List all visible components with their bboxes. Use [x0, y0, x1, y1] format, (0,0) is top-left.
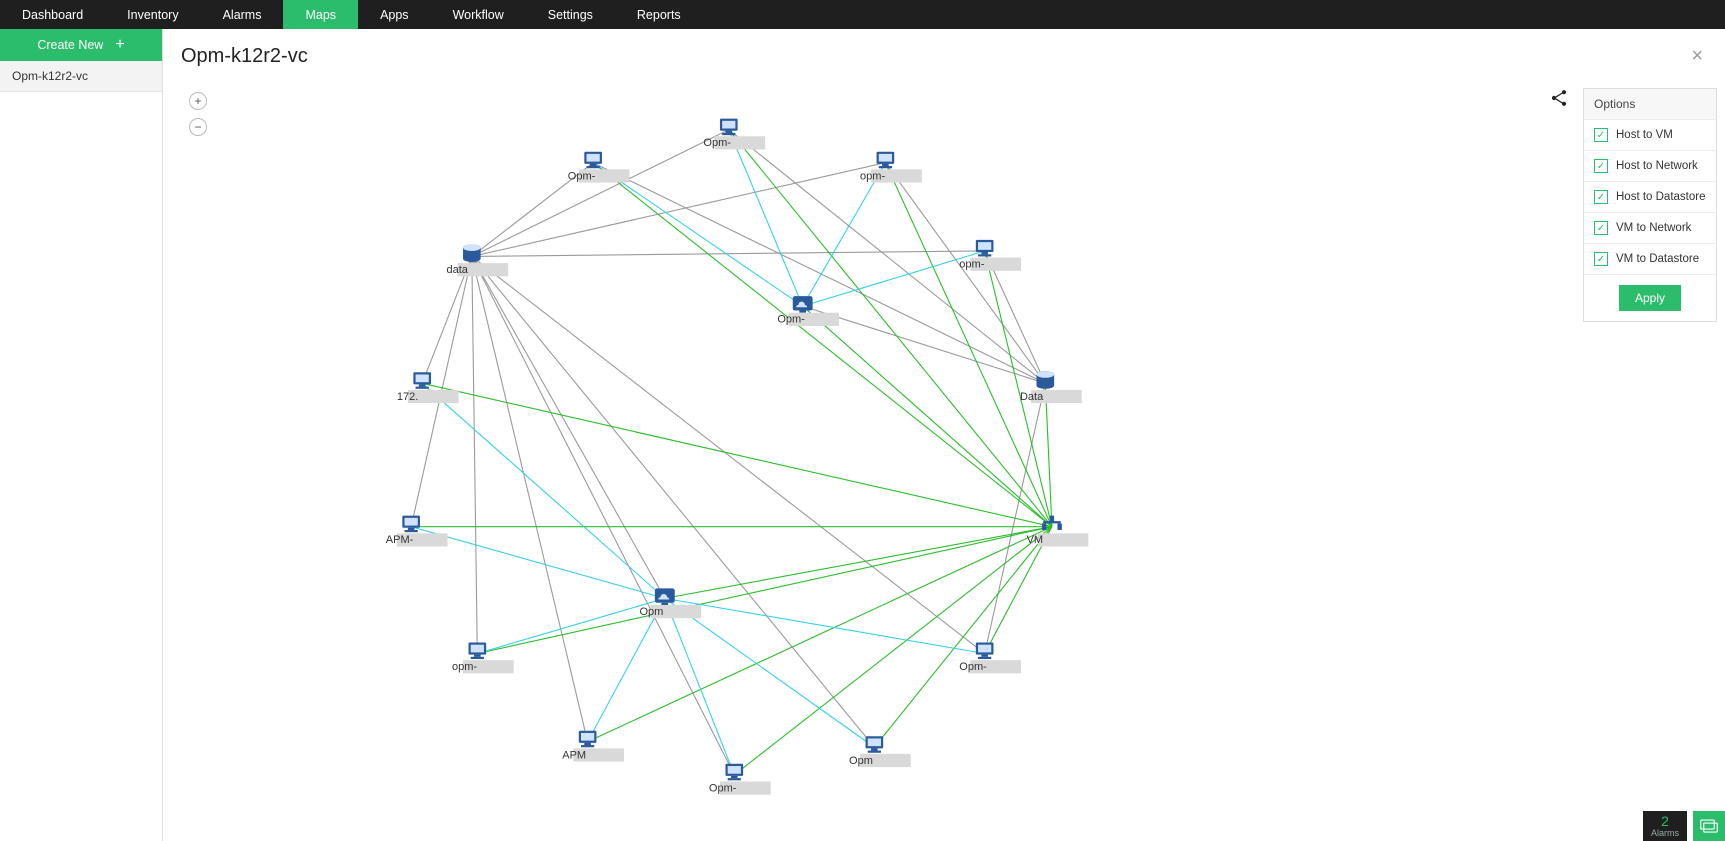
- node-label: Opm-: [709, 782, 737, 794]
- edge: [593, 163, 1052, 527]
- checkbox-icon: ✓: [1594, 159, 1608, 173]
- footer-widgets: 2 Alarms: [1643, 811, 1725, 841]
- node-label: data: [446, 264, 468, 276]
- map-canvas[interactable]: + − Options ✓Host to VM✓Host to Network✓…: [163, 80, 1725, 841]
- node-network[interactable]: VM: [1027, 516, 1089, 547]
- alarm-label: Alarms: [1651, 828, 1679, 838]
- node-host[interactable]: Opm-: [709, 764, 771, 795]
- edge: [665, 598, 734, 774]
- share-icon[interactable]: [1549, 88, 1569, 111]
- option-vm-to-datastore[interactable]: ✓ VM to Datastore: [1584, 243, 1716, 274]
- node-label: VM: [1027, 534, 1044, 546]
- edge: [885, 163, 1045, 384]
- option-host-to-datastore[interactable]: ✓ Host to Datastore: [1584, 181, 1716, 212]
- content: Opm-k12r2-vc × + − Options ✓ Host to VM ✓ H…: [163, 29, 1725, 841]
- alarm-badge[interactable]: 2 Alarms: [1643, 811, 1687, 841]
- node-host[interactable]: Opm: [849, 736, 911, 767]
- node-label: Opm: [639, 606, 663, 618]
- node-datastore[interactable]: data: [446, 244, 508, 276]
- help-button[interactable]: [1693, 811, 1725, 841]
- node-host[interactable]: 172.: [397, 372, 459, 403]
- edge: [588, 527, 1052, 742]
- node-label: 172.: [397, 391, 418, 403]
- nav-tab-dashboard[interactable]: Dashboard: [0, 0, 105, 29]
- edge: [472, 256, 665, 598]
- node-label: Opm: [849, 755, 873, 767]
- create-new-button[interactable]: Create New +: [0, 29, 162, 61]
- option-label: VM to Datastore: [1616, 253, 1699, 265]
- options-header: Options: [1584, 89, 1716, 119]
- nav-tab-maps[interactable]: Maps: [283, 0, 358, 29]
- node-label: opm-: [959, 258, 984, 270]
- node-label: opm-: [860, 170, 885, 182]
- node-host[interactable]: Opm-: [568, 152, 630, 183]
- node-host[interactable]: APM-: [386, 516, 448, 547]
- top-nav: DashboardInventoryAlarmsMapsAppsWorkflow…: [0, 0, 1725, 29]
- edge: [472, 130, 729, 257]
- node-label: Opm-: [568, 170, 596, 182]
- node-label-bg: [1038, 533, 1089, 546]
- nav-tab-settings[interactable]: Settings: [526, 0, 615, 29]
- zoom-controls: + −: [189, 92, 207, 136]
- nav-tab-workflow[interactable]: Workflow: [431, 0, 526, 29]
- checkbox-icon: ✓: [1594, 128, 1608, 142]
- edge: [422, 383, 1052, 526]
- option-host-to-network[interactable]: ✓ Host to Network: [1584, 150, 1716, 181]
- node-label: APM: [562, 749, 586, 761]
- edge: [593, 163, 1045, 384]
- zoom-out-button[interactable]: −: [189, 118, 207, 136]
- node-label: Opm-: [777, 314, 805, 326]
- node-label: Opm-: [959, 661, 987, 673]
- option-label: VM to Network: [1616, 222, 1691, 234]
- title-row: Opm-k12r2-vc ×: [163, 29, 1725, 80]
- edge: [472, 163, 886, 257]
- create-new-label: Create New: [37, 38, 103, 52]
- page-title: Opm-k12r2-vc: [181, 45, 308, 68]
- edge: [593, 163, 803, 306]
- node-host[interactable]: Opm-: [959, 642, 1021, 673]
- edge: [885, 163, 1052, 527]
- option-label: Host to VM: [1616, 129, 1673, 141]
- zoom-in-button[interactable]: +: [189, 92, 207, 110]
- nav-tab-apps[interactable]: Apps: [358, 0, 431, 29]
- edge: [477, 598, 664, 653]
- node-host[interactable]: APM: [562, 731, 624, 762]
- sidebar: Create New + Opm-k12r2-vc: [0, 29, 163, 841]
- edge: [422, 383, 665, 598]
- node-host[interactable]: opm-: [860, 152, 922, 183]
- main-area: Create New + Opm-k12r2-vc Opm-k12r2-vc ×…: [0, 29, 1725, 841]
- edge: [665, 598, 875, 747]
- checkbox-icon: ✓: [1594, 252, 1608, 266]
- alarm-count: 2: [1661, 814, 1669, 828]
- edge: [472, 256, 478, 653]
- checkbox-icon: ✓: [1594, 221, 1608, 235]
- node-label: Data: [1020, 391, 1044, 403]
- options-panel: Options ✓ Host to VM ✓ Host to Network ✓ Host…: [1583, 88, 1717, 322]
- node-label: opm-: [452, 661, 477, 673]
- node-label: APM-: [386, 534, 414, 546]
- edge: [472, 256, 734, 774]
- close-icon[interactable]: ×: [1687, 41, 1707, 72]
- nav-tab-inventory[interactable]: Inventory: [105, 0, 200, 29]
- edge: [665, 598, 985, 653]
- nav-tab-alarms[interactable]: Alarms: [201, 0, 284, 29]
- edge: [803, 306, 1052, 527]
- apply-button[interactable]: Apply: [1619, 285, 1681, 311]
- node-label: Opm-: [703, 137, 731, 149]
- option-label: Host to Network: [1616, 160, 1698, 172]
- sidebar-map-item[interactable]: Opm-k12r2-vc: [0, 61, 162, 92]
- option-vm-to-network[interactable]: ✓ VM to Network: [1584, 212, 1716, 243]
- edge: [472, 256, 875, 747]
- nav-tab-reports[interactable]: Reports: [615, 0, 703, 29]
- checkbox-icon: ✓: [1594, 190, 1608, 204]
- option-label: Host to Datastore: [1616, 191, 1705, 203]
- plus-icon: +: [115, 37, 124, 53]
- topology-svg: Opm- Opm-opm-data opm- Opm- 172. Data APM- VM Op…: [163, 80, 1725, 841]
- option-host-to-vm[interactable]: ✓ Host to VM: [1584, 119, 1716, 150]
- edge: [734, 527, 1052, 775]
- edge: [588, 598, 665, 741]
- node-host[interactable]: Opm-: [703, 119, 765, 150]
